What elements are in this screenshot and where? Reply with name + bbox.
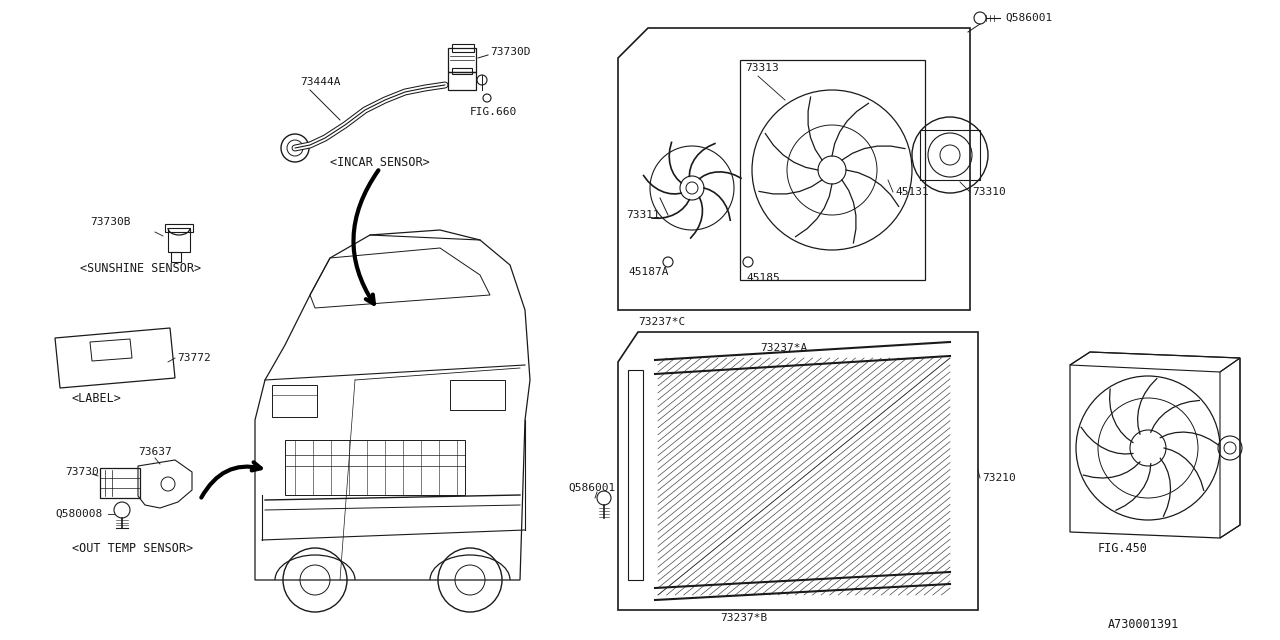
FancyArrowPatch shape [201, 462, 261, 497]
Text: <SUNSHINE SENSOR>: <SUNSHINE SENSOR> [79, 262, 201, 275]
Text: 73730D: 73730D [490, 47, 530, 57]
Text: FIG.660: FIG.660 [470, 107, 517, 117]
Text: 73730: 73730 [65, 467, 99, 477]
Text: 73311: 73311 [626, 210, 659, 220]
Bar [628, 370, 643, 580]
FancyArrowPatch shape [353, 170, 379, 304]
Text: Q586001: Q586001 [1005, 13, 1052, 23]
Bar [448, 72, 476, 90]
Text: 73444A: 73444A [300, 77, 340, 87]
Text: 73237*C: 73237*C [637, 317, 685, 327]
Bar [100, 468, 140, 498]
Text: 73237*B: 73237*B [719, 613, 767, 623]
Text: 45185: 45185 [746, 273, 780, 283]
Text: 73313: 73313 [745, 63, 778, 73]
Text: 73237*A: 73237*A [760, 343, 808, 353]
Text: <INCAR SENSOR>: <INCAR SENSOR> [330, 156, 430, 168]
Bar [285, 440, 465, 495]
Bar [273, 385, 317, 417]
Text: <OUT TEMP SENSOR>: <OUT TEMP SENSOR> [72, 541, 193, 554]
Bar [452, 68, 472, 74]
Text: 45131: 45131 [895, 187, 929, 197]
Bar [451, 380, 506, 410]
Bar [452, 44, 474, 52]
Text: 73310: 73310 [972, 187, 1006, 197]
Bar [740, 60, 925, 280]
Text: 45187A: 45187A [628, 267, 668, 277]
Text: 73637: 73637 [138, 447, 172, 457]
Text: FIG.450: FIG.450 [1098, 541, 1148, 554]
Bar [165, 224, 193, 232]
Text: 73210: 73210 [982, 473, 1016, 483]
Bar [168, 228, 189, 252]
Text: 73730B: 73730B [90, 217, 131, 227]
Bar [920, 130, 980, 180]
Bar [172, 252, 180, 262]
Circle shape [686, 182, 698, 194]
Text: <LABEL>: <LABEL> [72, 392, 122, 404]
Text: 73772: 73772 [177, 353, 211, 363]
Text: A730001391: A730001391 [1108, 618, 1179, 632]
Text: Q586001: Q586001 [568, 483, 616, 493]
Bar [448, 48, 476, 72]
Text: Q580008: Q580008 [55, 509, 102, 519]
